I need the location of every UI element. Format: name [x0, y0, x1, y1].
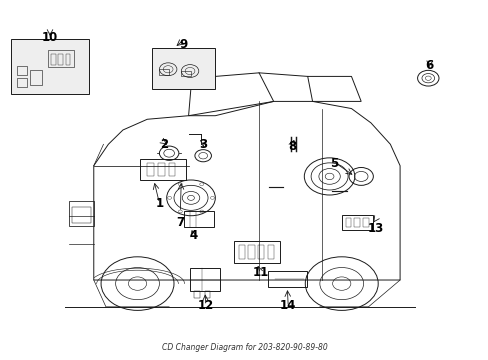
- Bar: [168, 163, 175, 176]
- Bar: [181, 71, 191, 76]
- Bar: [248, 245, 254, 259]
- Bar: [238, 245, 244, 259]
- Bar: [267, 271, 306, 287]
- Text: 4: 4: [189, 229, 197, 242]
- Bar: [363, 218, 368, 227]
- Bar: [158, 163, 164, 176]
- Text: 1: 1: [155, 197, 163, 210]
- Text: CD Changer Diagram for 203-820-90-89-80: CD Changer Diagram for 203-820-90-89-80: [162, 343, 326, 352]
- Text: 5: 5: [330, 157, 338, 170]
- Bar: [140, 158, 186, 180]
- Text: 14: 14: [280, 299, 296, 312]
- Text: 11: 11: [252, 266, 268, 279]
- Text: 12: 12: [197, 298, 213, 311]
- Bar: [147, 163, 154, 176]
- Bar: [190, 268, 220, 292]
- Bar: [51, 54, 56, 64]
- Bar: [17, 66, 27, 75]
- Bar: [354, 218, 360, 227]
- Text: 7: 7: [176, 216, 184, 229]
- Bar: [194, 292, 200, 298]
- Bar: [47, 50, 74, 67]
- Text: 6: 6: [424, 59, 432, 72]
- Text: 13: 13: [367, 222, 383, 235]
- Bar: [204, 292, 210, 298]
- Bar: [258, 245, 264, 259]
- Bar: [11, 39, 89, 94]
- Bar: [58, 54, 63, 64]
- Bar: [30, 70, 41, 85]
- Text: 8: 8: [287, 140, 296, 153]
- Bar: [152, 48, 215, 89]
- Bar: [17, 78, 27, 87]
- Bar: [159, 69, 169, 75]
- Bar: [233, 242, 280, 263]
- Bar: [65, 54, 70, 64]
- Text: 2: 2: [160, 138, 168, 151]
- Bar: [72, 207, 91, 223]
- Bar: [267, 245, 274, 259]
- Text: 10: 10: [42, 31, 58, 44]
- Bar: [341, 215, 372, 230]
- Bar: [183, 211, 213, 227]
- Text: 3: 3: [199, 139, 207, 152]
- Bar: [69, 202, 94, 226]
- Text: 9: 9: [179, 38, 187, 51]
- Bar: [345, 218, 351, 227]
